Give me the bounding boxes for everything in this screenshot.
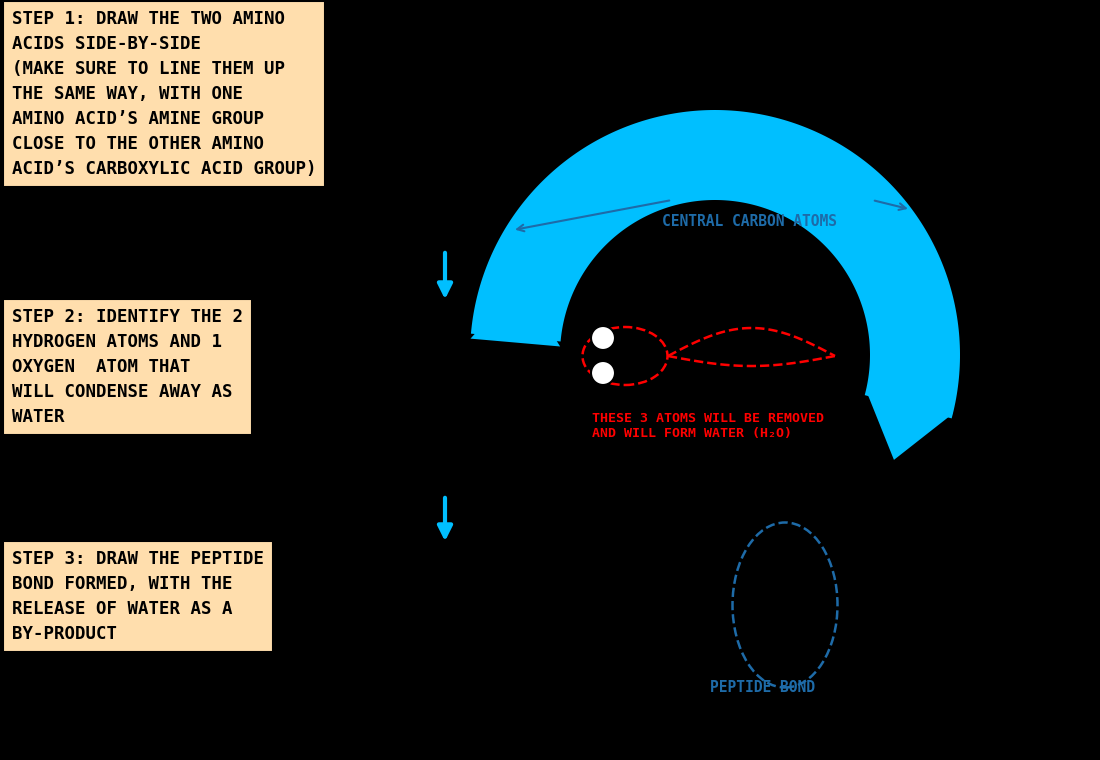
Text: STEP 3: DRAW THE PEPTIDE
BOND FORMED, WITH THE
RELEASE OF WATER AS A
BY-PRODUCT: STEP 3: DRAW THE PEPTIDE BOND FORMED, WI… [12,550,264,643]
Polygon shape [471,110,960,419]
Text: O: O [620,366,630,379]
Circle shape [591,361,615,385]
Text: CENTRAL CARBON ATOMS: CENTRAL CARBON ATOMS [662,214,837,230]
Circle shape [591,326,615,350]
Text: O: O [620,331,630,344]
Text: STEP 2: IDENTIFY THE 2
HYDROGEN ATOMS AND 1
OXYGEN  ATOM THAT
WILL CONDENSE AWAY: STEP 2: IDENTIFY THE 2 HYDROGEN ATOMS AN… [12,308,243,426]
Polygon shape [866,391,953,460]
Text: STEP 1: DRAW THE TWO AMINO
ACIDS SIDE-BY-SIDE
(MAKE SURE TO LINE THEM UP
THE SAM: STEP 1: DRAW THE TWO AMINO ACIDS SIDE-BY… [12,10,317,178]
Polygon shape [471,283,560,347]
Text: THESE 3 ATOMS WILL BE REMOVED
AND WILL FORM WATER (H₂O): THESE 3 ATOMS WILL BE REMOVED AND WILL F… [592,412,824,440]
Text: PEPTIDE BOND: PEPTIDE BOND [710,680,815,695]
